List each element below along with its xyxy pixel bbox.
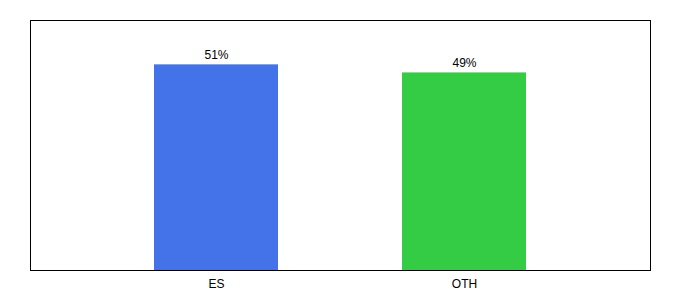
svg-text:ES: ES: [208, 277, 224, 291]
svg-text:49%: 49%: [452, 56, 476, 70]
svg-text:OTH: OTH: [452, 277, 477, 291]
svg-text:51%: 51%: [204, 48, 228, 62]
